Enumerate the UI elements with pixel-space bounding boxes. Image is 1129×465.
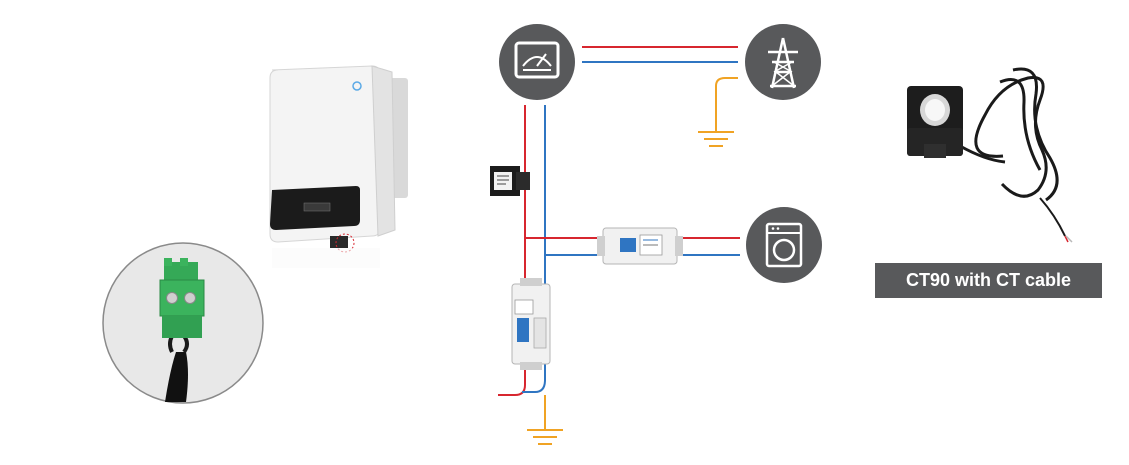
connector-zoom (102, 242, 264, 404)
screw-icon (184, 292, 196, 304)
ground-icon (527, 429, 563, 445)
inverter-logo-icon (352, 81, 362, 91)
meter-icon (499, 24, 575, 100)
breaker-toggle (620, 238, 636, 252)
inverter-port-highlight (335, 233, 355, 253)
inverter-lcd (303, 202, 331, 212)
washing-machine-icon (746, 207, 822, 283)
ct-sensor-small (490, 166, 530, 196)
main-breaker (511, 278, 551, 370)
ct90-clamp (907, 67, 1073, 243)
inverter (269, 65, 408, 268)
power-tower-icon (745, 24, 821, 100)
screw-icon (166, 292, 178, 304)
load-breaker (597, 227, 683, 265)
ground-icon (698, 131, 734, 147)
ct90-label: CT90 with CT cable (875, 263, 1102, 298)
breaker-toggle (517, 318, 529, 342)
